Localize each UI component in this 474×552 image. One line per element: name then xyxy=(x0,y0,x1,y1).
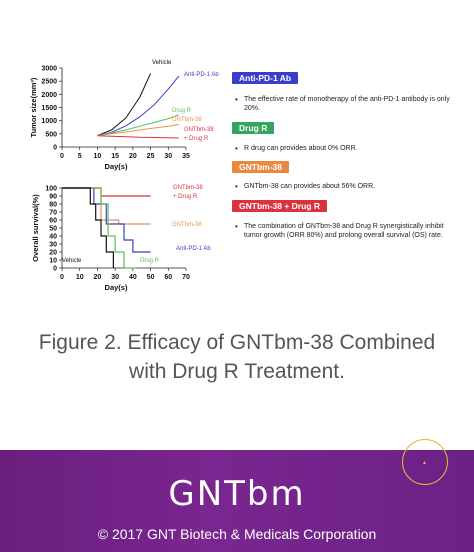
series-label: Anti-PD-1 Ab xyxy=(184,72,219,78)
y-tick-label: 60 xyxy=(49,218,57,225)
x-tick-label: 50 xyxy=(147,274,155,281)
series-label: + Drug R xyxy=(173,194,198,200)
y-tick-label: 2500 xyxy=(41,79,57,86)
note-drug-r: R drug can provides about 0% ORR. xyxy=(235,144,454,153)
series-line-vehicle xyxy=(97,73,152,137)
y-axis-label: Overall survival(%) xyxy=(31,194,40,262)
x-tick-label: 40 xyxy=(129,274,137,281)
y-tick-label: 3000 xyxy=(41,66,57,73)
y-tick-label: 20 xyxy=(49,250,57,257)
y-axis-label: Tumor size(mm³) xyxy=(29,77,38,137)
note-gntbm38: GNTbm-38 can provides about 56% ORR. xyxy=(235,182,454,191)
series-line-gntbm-38 xyxy=(97,123,179,137)
series-line-drug-r xyxy=(97,114,180,137)
x-tick-label: 15 xyxy=(111,153,119,160)
series-label: GNTbm-38 xyxy=(184,127,214,133)
x-tick-label: 30 xyxy=(111,274,119,281)
decorative-ring-icon xyxy=(402,439,448,485)
x-tick-label: 30 xyxy=(164,153,172,160)
y-tick-label: 90 xyxy=(49,194,57,201)
x-tick-label: 10 xyxy=(94,153,102,160)
series-line-anti-pd-1-ab xyxy=(62,187,151,253)
series-label: Drug R xyxy=(140,258,160,264)
y-tick-label: 0 xyxy=(53,266,57,273)
figure-caption: Figure 2. Efficacy of GNTbm-38 Combined … xyxy=(0,328,474,386)
y-tick-label: 30 xyxy=(49,242,57,249)
y-tick-label: 500 xyxy=(45,131,57,138)
y-tick-label: 1000 xyxy=(41,118,57,125)
note-anti-pd1: The effective rate of monotherapy of the… xyxy=(235,95,454,113)
caption-line-2: with Drug R Treatment. xyxy=(129,360,345,383)
series-line-vehicle xyxy=(62,187,115,268)
series-label: + Drug R xyxy=(184,136,209,142)
x-tick-label: 5 xyxy=(78,153,82,160)
tag-anti-pd1: Anti-PD-1 Ab xyxy=(232,72,299,84)
series-line-drug-r xyxy=(62,187,137,269)
series-label: GNTbm-38 xyxy=(172,222,202,228)
x-tick-label: 70 xyxy=(182,274,190,281)
y-tick-label: 80 xyxy=(49,202,57,209)
series-line-gntbm-38-drug-r xyxy=(97,135,179,139)
charts-canvas: 0 5 10 15 20 25 30 35050010001500200025003000Da… xyxy=(29,60,219,292)
x-tick-label: 0 xyxy=(60,274,64,281)
y-tick-label: 2000 xyxy=(41,92,57,99)
series-label: Vehicle xyxy=(62,258,82,264)
y-tick-label: 0 xyxy=(53,145,57,152)
caption-line-1: Figure 2. Efficacy of GNTbm-38 Combined xyxy=(38,331,436,354)
note-combination: The combination of GNTbm-38 and Drug R s… xyxy=(235,222,454,240)
y-tick-label: 10 xyxy=(49,258,57,265)
ring-arrow-icon: ▲ xyxy=(422,460,427,466)
series-label: Drug R xyxy=(172,108,192,114)
brand-logo: GNTbm xyxy=(168,474,306,514)
x-axis-label: Day(s) xyxy=(105,162,128,171)
copyright-text: © 2017 GNT Biotech & Medicals Corporatio… xyxy=(97,526,377,542)
x-tick-label: 25 xyxy=(147,153,155,160)
tag-gntbm38: GNTbm-38 xyxy=(232,161,289,173)
series-line-anti-pd-1-ab xyxy=(97,75,180,137)
y-tick-label: 40 xyxy=(49,234,57,241)
tag-drug-r: Drug R xyxy=(232,122,275,134)
y-tick-label: 100 xyxy=(45,186,57,193)
x-tick-label: 20 xyxy=(129,153,137,160)
y-tick-label: 1500 xyxy=(41,105,57,112)
y-tick-label: 70 xyxy=(49,210,57,217)
footer-banner xyxy=(0,450,474,552)
series-label: GNTbm-38 xyxy=(173,185,203,191)
series-line-gntbm-38-drug-r xyxy=(62,187,151,197)
tag-combination: GNTbm-38 + Drug R xyxy=(232,200,327,212)
x-tick-label: 20 xyxy=(94,274,102,281)
series-label: GNTbm-38 xyxy=(172,117,202,123)
x-tick-label: 10 xyxy=(76,274,84,281)
x-axis-label: Day(s) xyxy=(105,283,128,292)
y-tick-label: 50 xyxy=(49,226,57,233)
series-label: Vehicle xyxy=(152,60,172,66)
x-tick-label: 60 xyxy=(164,274,172,281)
x-tick-label: 0 xyxy=(60,153,64,160)
x-tick-label: 35 xyxy=(182,153,190,160)
series-label: Anti-PD-1 Ab xyxy=(176,246,211,252)
